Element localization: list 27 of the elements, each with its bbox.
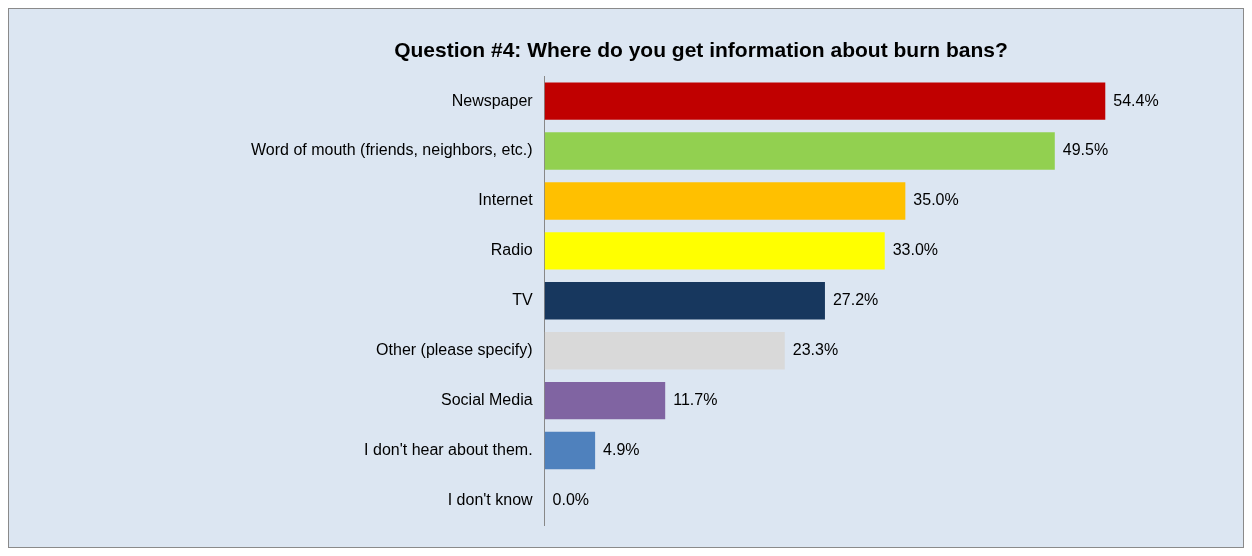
y-tick-label: Other (please specify) bbox=[376, 341, 533, 359]
bar bbox=[544, 132, 1055, 170]
y-tick-label: I don't know bbox=[447, 490, 534, 508]
data-label: 54.4% bbox=[1113, 91, 1159, 109]
y-tick-label: Internet bbox=[478, 191, 534, 209]
data-label: 33.0% bbox=[892, 241, 939, 259]
chart-title: Question #4: Where do you get information about burn bans? bbox=[394, 38, 1008, 62]
data-label: 23.3% bbox=[792, 341, 839, 359]
data-label: 27.2% bbox=[832, 291, 879, 309]
y-tick-label: Word of mouth (friends, neighbors, etc.) bbox=[251, 141, 533, 159]
data-label: 49.5% bbox=[1062, 141, 1109, 159]
bar bbox=[544, 331, 785, 370]
y-tick-label: Social Media bbox=[441, 391, 533, 409]
bar bbox=[544, 381, 666, 420]
bar bbox=[544, 82, 1106, 120]
data-label: 11.7% bbox=[673, 391, 718, 409]
data-label: 4.9% bbox=[603, 440, 640, 458]
y-tick-label: Radio bbox=[490, 241, 533, 259]
bar bbox=[544, 182, 906, 220]
y-tick-label: Newspaper bbox=[451, 91, 534, 109]
data-label: 0.0% bbox=[552, 490, 590, 508]
bar bbox=[544, 431, 596, 470]
y-tick-label: TV bbox=[512, 291, 533, 309]
bar bbox=[544, 282, 825, 320]
data-label: 35.0% bbox=[913, 191, 959, 209]
y-tick-label: I don't hear about them. bbox=[364, 440, 533, 458]
bar bbox=[544, 232, 885, 270]
